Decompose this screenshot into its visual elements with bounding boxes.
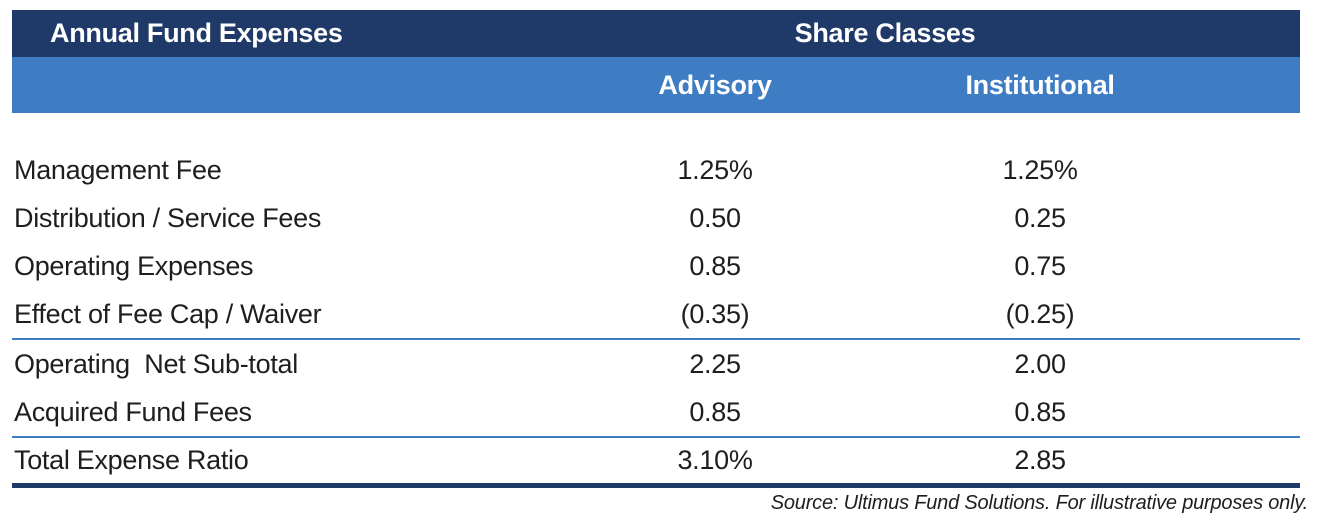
subtotal-separator-line [12, 338, 1300, 340]
row-label: Distribution / Service Fees [14, 202, 322, 233]
row-label: Operating Net Sub-total [14, 348, 298, 379]
table-row-total: Total Expense Ratio 3.10% 2.85 [12, 438, 1300, 483]
table-row: Operating Expenses 0.85 0.75 [12, 242, 1300, 290]
table-row: Operating Net Sub-total 2.25 2.00 [12, 340, 1300, 388]
advisory-value: 0.85 [689, 250, 741, 281]
advisory-value: 0.50 [689, 202, 741, 233]
column-headers-row: Advisory Institutional [12, 57, 1300, 113]
row-label: Effect of Fee Cap / Waiver [14, 298, 322, 329]
header-body-gap [12, 113, 1300, 146]
row-label: Acquired Fund Fees [14, 396, 252, 427]
total-separator-line [12, 436, 1300, 438]
advisory-value: (0.35) [680, 298, 750, 329]
table-row: Distribution / Service Fees 0.50 0.25 [12, 194, 1300, 242]
advisory-value: 2.25 [689, 348, 741, 379]
row-label: Total Expense Ratio [14, 445, 249, 475]
institutional-value: 0.25 [1014, 202, 1066, 233]
table-title: Annual Fund Expenses [50, 18, 343, 48]
advisory-value: 1.25% [677, 154, 753, 185]
source-note: Source: Ultimus Fund Solutions. For illu… [770, 492, 1308, 514]
advisory-value: 3.10% [677, 445, 753, 475]
row-label: Operating Expenses [14, 250, 254, 281]
row-label: Management Fee [14, 154, 222, 185]
institutional-value: 0.75 [1014, 250, 1066, 281]
table-row: Acquired Fund Fees 0.85 0.85 [12, 388, 1300, 436]
table-row: Management Fee 1.25% 1.25% [12, 146, 1300, 194]
institutional-value: 2.00 [1014, 348, 1066, 379]
institutional-value: (0.25) [1005, 298, 1075, 329]
table-header-row: Annual Fund Expenses Share Classes [12, 10, 1300, 57]
advisory-value: 0.85 [689, 396, 741, 427]
column-header-advisory: Advisory [658, 69, 772, 100]
annual-fund-expenses-table: Annual Fund Expenses Share Classes Advis… [12, 10, 1300, 488]
institutional-value: 0.85 [1014, 396, 1066, 427]
table-bottom-rule [12, 483, 1300, 488]
institutional-value: 1.25% [1002, 154, 1078, 185]
institutional-value: 2.85 [1014, 445, 1066, 475]
column-header-institutional: Institutional [965, 69, 1115, 100]
column-group-header: Share Classes [794, 18, 976, 48]
table-row: Effect of Fee Cap / Waiver (0.35) (0.25) [12, 290, 1300, 338]
